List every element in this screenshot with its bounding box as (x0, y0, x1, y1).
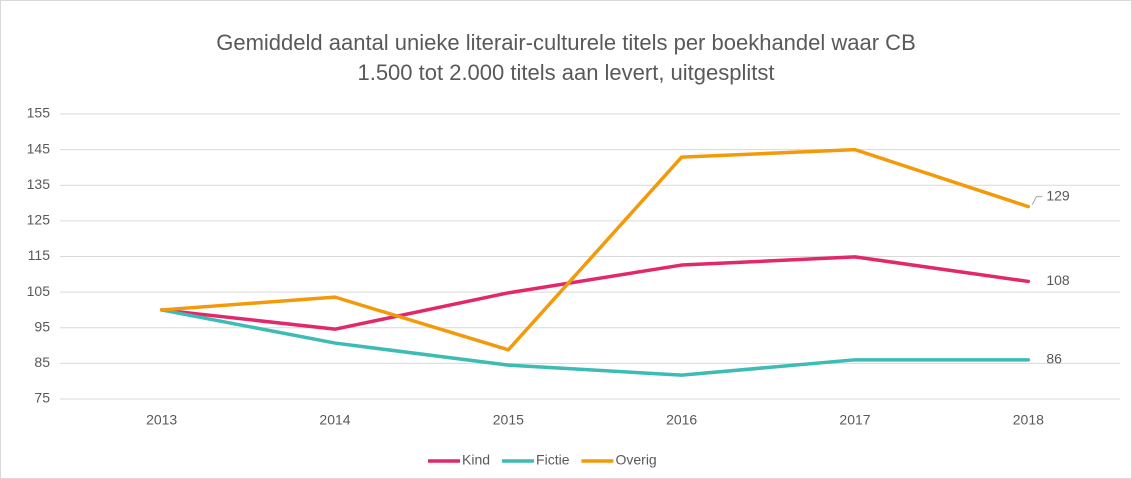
line-series (159, 308, 1031, 377)
y-tick-label: 115 (28, 247, 51, 263)
x-tick-label: 2016 (666, 412, 697, 428)
x-tick-label: 2015 (493, 412, 524, 428)
y-tick-label: 95 (34, 318, 50, 334)
y-tick-label: 125 (27, 212, 51, 228)
line-series (159, 147, 1031, 352)
legend-label: Kind (462, 452, 490, 468)
x-tick-label: 2018 (1013, 412, 1044, 428)
legend-label: Overig (615, 452, 656, 468)
y-tick-label: 155 (27, 105, 51, 121)
y-tick-label: 75 (34, 390, 50, 406)
label-leader (1031, 196, 1043, 205)
x-tick-label: 2013 (146, 412, 177, 428)
line-series (159, 255, 1031, 331)
data-label: 108 (1046, 272, 1070, 288)
x-tick-label: 2017 (839, 412, 870, 428)
chart-title: Gemiddeld aantal unieke literair-culture… (216, 30, 916, 55)
y-tick-label: 105 (27, 283, 51, 299)
y-tick-label: 85 (34, 354, 50, 370)
y-tick-label: 145 (27, 140, 51, 156)
chart-title: 1.500 tot 2.000 titels aan levert, uitge… (357, 60, 774, 85)
y-tick-label: 135 (27, 176, 51, 192)
legend-label: Fictie (536, 452, 570, 468)
data-label: 129 (1046, 187, 1070, 203)
data-label: 86 (1046, 351, 1062, 367)
x-tick-label: 2014 (319, 412, 350, 428)
